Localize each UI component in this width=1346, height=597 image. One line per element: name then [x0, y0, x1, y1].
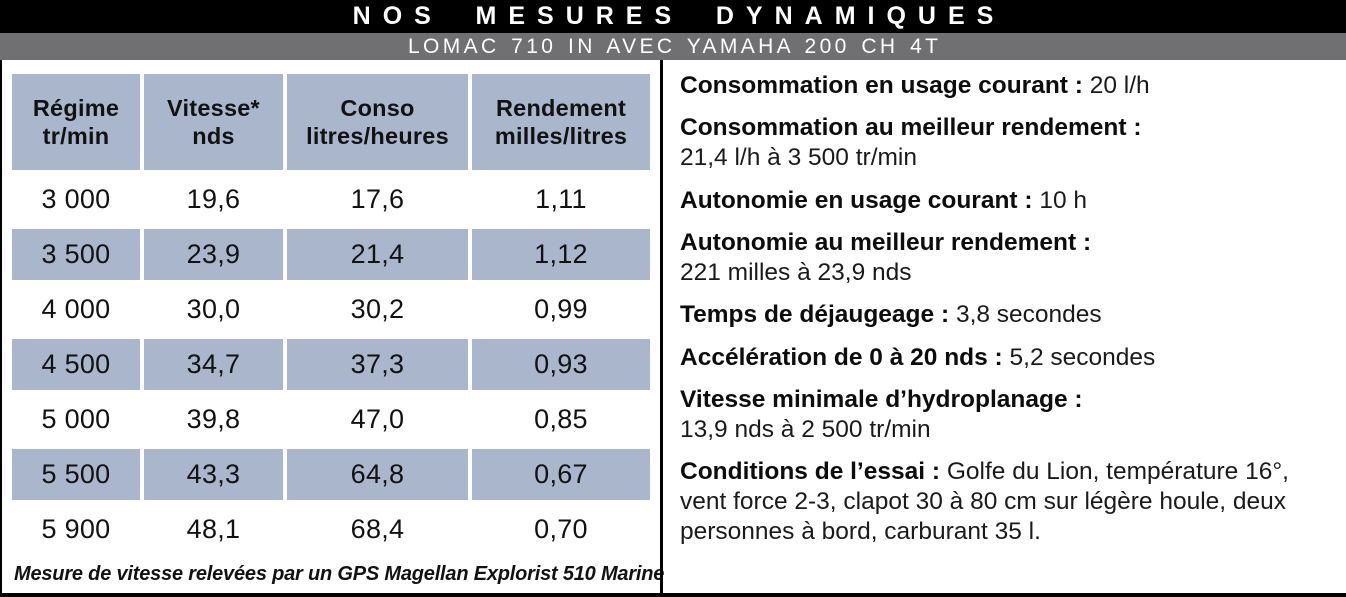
- table-cell: 64,8: [287, 449, 468, 500]
- measure-value: 221 milles à 23,9 nds: [680, 258, 912, 286]
- table-cell: 68,4: [350, 514, 405, 544]
- table-cell: 4 000: [41, 294, 111, 324]
- measure-value: 20 l/h: [1089, 72, 1150, 99]
- table-cell: 47,0: [350, 404, 405, 434]
- measure-value: 10 h: [1039, 186, 1088, 214]
- table-cell: 48,1: [186, 514, 241, 544]
- measure-label: Conditions de l’essai :: [680, 458, 941, 486]
- measure-vitesse-hydroplanage: Vitesse minimale d’hydroplanage : 13,9 n…: [680, 385, 1338, 445]
- column-header-line: milles/litres: [494, 123, 628, 149]
- measure-label: Autonomie en usage courant :: [680, 186, 1033, 214]
- measure-label: Consommation en usage courant :: [680, 72, 1083, 99]
- measure-value: 13,9 nds à 2 500 tr/min: [680, 415, 931, 443]
- page-title: NOS MESURES DYNAMIQUES: [352, 2, 1006, 30]
- measure-value: 21,4 l/h à 3 500 tr/min: [680, 144, 917, 172]
- measure-temps-dejaugeage: Temps de déjaugeage : 3,8 secondes: [680, 300, 1338, 330]
- measures-text-panel: Consommation en usage courant : 20 l/h C…: [663, 60, 1346, 593]
- measures-table: Régime tr/min Vitesse* nds Conso litres/…: [12, 74, 660, 555]
- bottom-rule: [0, 593, 1346, 597]
- measure-label: Autonomie au meilleur rendement :: [680, 229, 1092, 256]
- table-footnote: Mesure de vitesse relevées par un GPS Ma…: [14, 563, 665, 585]
- table-cell: 34,7: [144, 339, 283, 390]
- table-cell: 5 000: [41, 404, 111, 434]
- column-header-line: tr/min: [42, 123, 110, 149]
- measure-value: Golfe du Lion, température 16°, vent for…: [680, 458, 1289, 545]
- table-cell: 5 500: [12, 449, 140, 500]
- table-cell: 21,4: [287, 229, 468, 280]
- column-header-line: Conso: [340, 94, 415, 121]
- column-header-vitesse: Vitesse* nds: [144, 74, 283, 170]
- table-cell: 23,9: [144, 229, 283, 280]
- page-subtitle: LOMAC 710 IN AVEC YAMAHA 200 CH 4T: [407, 34, 942, 58]
- measure-value: 5,2 secondes: [1009, 343, 1156, 371]
- column-header-line: Rendement: [495, 94, 627, 121]
- table-cell: 3 000: [41, 184, 111, 214]
- table-cell: 1,11: [535, 184, 587, 214]
- table-cell: 30,0: [186, 294, 241, 324]
- table-cell: 1,12: [472, 229, 650, 280]
- title-bar: NOS MESURES DYNAMIQUES: [0, 0, 1346, 33]
- table-cell: 43,3: [144, 449, 283, 500]
- measure-consommation-rendement: Consommation au meilleur rendement : 21,…: [680, 113, 1338, 173]
- measure-label: Consommation au meilleur rendement :: [680, 114, 1142, 142]
- measure-label: Accélération de 0 à 20 nds :: [680, 343, 1003, 371]
- table-cell: 39,8: [186, 404, 241, 434]
- table-cell: 19,6: [186, 184, 241, 214]
- column-header-regime: Régime tr/min: [12, 74, 140, 170]
- vertical-divider: [660, 60, 663, 593]
- measure-autonomie-courant: Autonomie en usage courant : 10 h: [680, 186, 1338, 216]
- table-cell: 4 500: [12, 339, 140, 390]
- table-cell: 17,6: [350, 184, 405, 214]
- measure-conditions-essai: Conditions de l’essai : Golfe du Lion, t…: [680, 457, 1338, 547]
- measure-autonomie-rendement: Autonomie au meilleur rendement : 221 mi…: [680, 228, 1338, 288]
- table-cell: 0,93: [472, 339, 650, 390]
- column-header-line: Vitesse*: [167, 94, 260, 121]
- measure-label: Temps de déjaugeage :: [680, 301, 950, 329]
- measure-label: Vitesse minimale d’hydroplanage :: [680, 386, 1083, 413]
- measure-acceleration: Accélération de 0 à 20 nds : 5,2 seconde…: [680, 343, 1338, 373]
- table-cell: 37,3: [287, 339, 468, 390]
- panel-body: Régime tr/min Vitesse* nds Conso litres/…: [0, 60, 1346, 593]
- table-cell: 3 500: [12, 229, 140, 280]
- measure-consommation-courant: Consommation en usage courant : 20 l/h: [680, 71, 1338, 101]
- column-header-line: nds: [192, 123, 235, 149]
- table-cell: 0,70: [534, 514, 588, 544]
- subtitle-bar: LOMAC 710 IN AVEC YAMAHA 200 CH 4T: [0, 33, 1346, 60]
- table-cell: 0,99: [534, 294, 588, 324]
- column-header-rendement: Rendement milles/litres: [472, 74, 650, 170]
- table-cell: 30,2: [350, 294, 405, 324]
- measure-value: 3,8 secondes: [955, 301, 1102, 329]
- table-cell: 0,85: [534, 404, 588, 434]
- column-header-line: litres/heures: [306, 123, 449, 149]
- table-cell: 0,67: [472, 449, 650, 500]
- column-header-conso: Conso litres/heures: [287, 74, 468, 170]
- measures-table-panel: Régime tr/min Vitesse* nds Conso litres/…: [2, 60, 665, 593]
- column-header-line: Régime: [32, 94, 120, 121]
- table-cell: 5 900: [41, 514, 111, 544]
